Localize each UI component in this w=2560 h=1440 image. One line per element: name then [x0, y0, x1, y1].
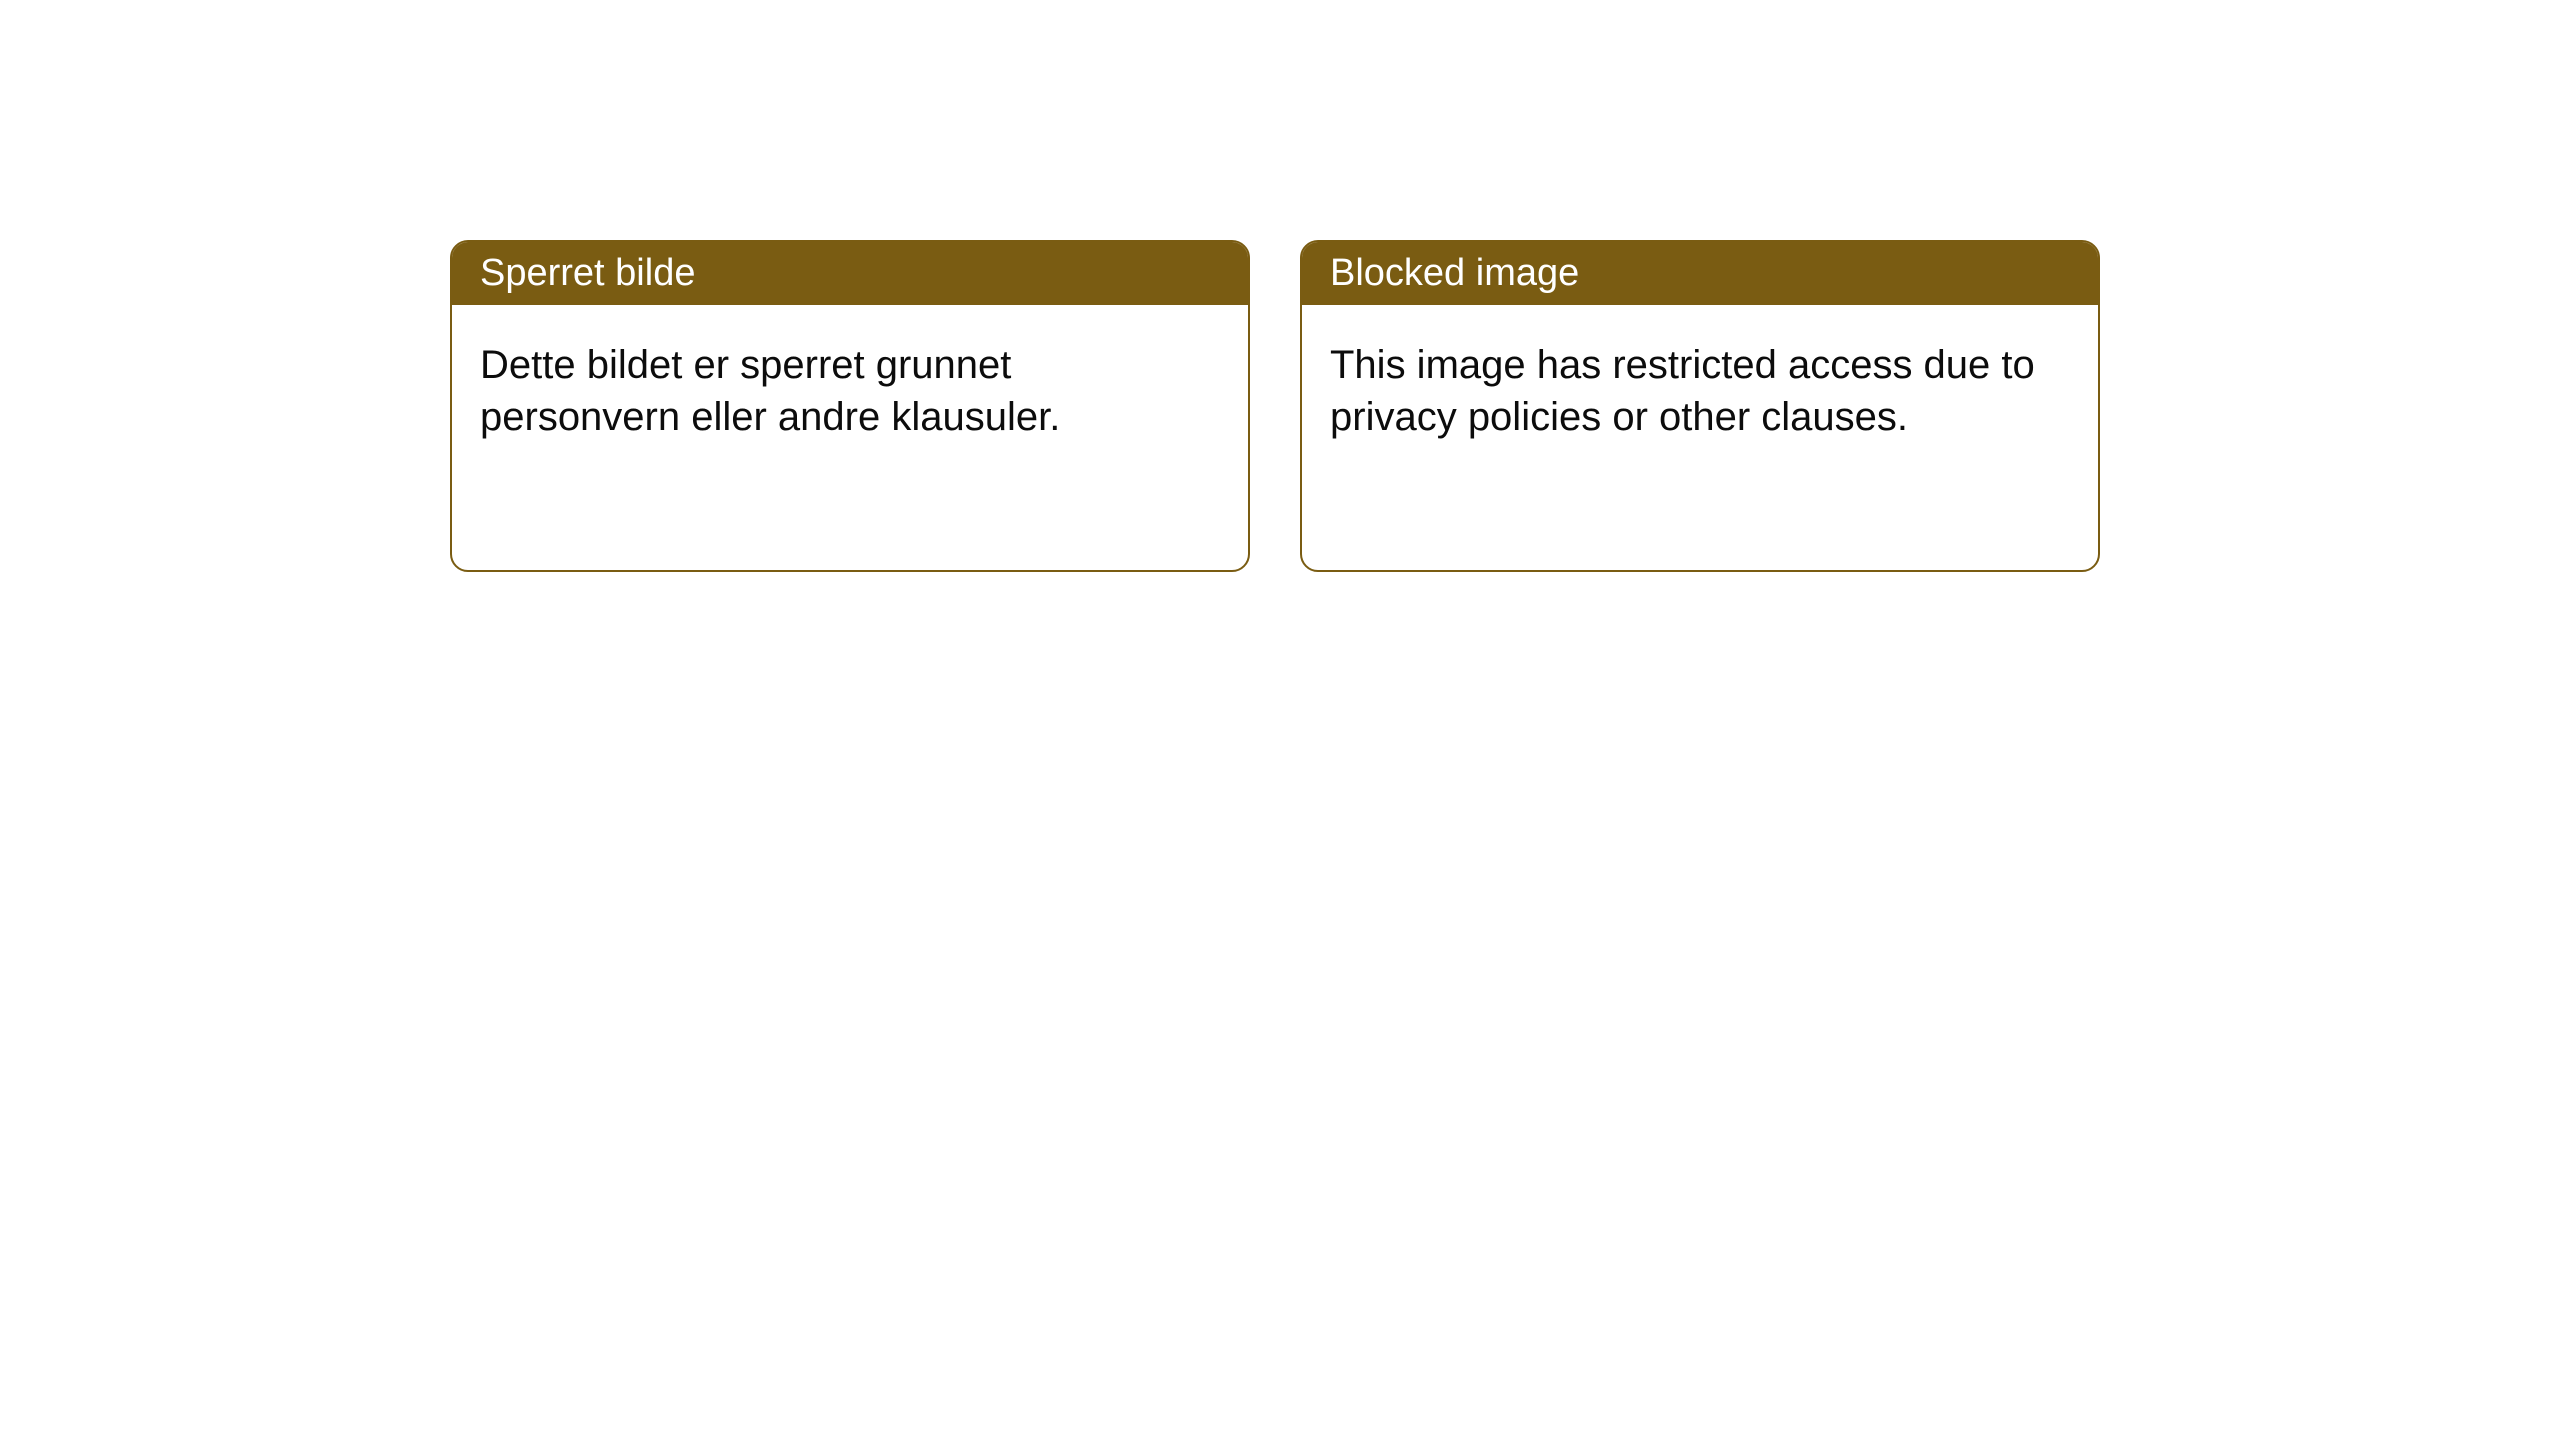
card-header-text: Sperret bilde — [480, 252, 695, 294]
card-header: Blocked image — [1302, 242, 2098, 305]
blocked-image-card-norwegian: Sperret bilde Dette bildet er sperret gr… — [450, 240, 1250, 572]
card-header: Sperret bilde — [452, 242, 1248, 305]
card-body: This image has restricted access due to … — [1302, 305, 2098, 477]
card-body-text: Dette bildet er sperret grunnet personve… — [480, 343, 1060, 439]
card-body: Dette bildet er sperret grunnet personve… — [452, 305, 1248, 477]
card-header-text: Blocked image — [1330, 252, 1579, 294]
cards-container: Sperret bilde Dette bildet er sperret gr… — [0, 0, 2560, 572]
card-body-text: This image has restricted access due to … — [1330, 343, 2035, 439]
blocked-image-card-english: Blocked image This image has restricted … — [1300, 240, 2100, 572]
